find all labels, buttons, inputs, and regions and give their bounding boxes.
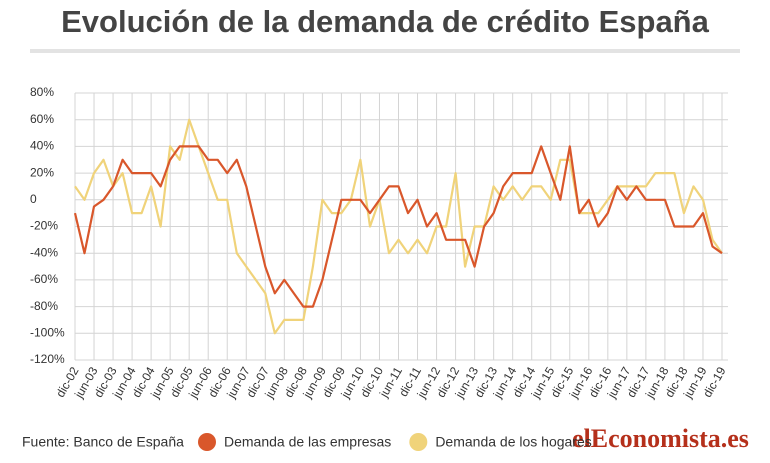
logo: elEconomista.es (572, 424, 749, 453)
y-tick-label: -100% (30, 325, 65, 339)
source: Fuente: Banco de España (22, 434, 184, 450)
y-tick-label: 0 (30, 192, 37, 206)
y-tick-label: 40% (30, 139, 54, 153)
series-line (73, 145, 723, 308)
y-tick-label: -60% (30, 272, 58, 286)
y-tick-label: 20% (30, 165, 54, 179)
title-rule (30, 49, 740, 53)
y-tick-label: -20% (30, 219, 58, 233)
y-tick-label: 60% (30, 112, 54, 126)
legend-swatch (198, 433, 216, 451)
legend-label: Demanda de las empresas (224, 434, 391, 450)
y-tick-label: -40% (30, 245, 58, 259)
legend-label: Demanda de los hogares (435, 434, 591, 450)
legend-swatch (409, 433, 428, 451)
y-tick-label: -120% (30, 352, 65, 366)
y-tick-label: -80% (30, 299, 58, 313)
y-tick-label: 80% (30, 85, 54, 99)
chart-title: Evolución de la demanda de crédito Españ… (61, 4, 709, 39)
